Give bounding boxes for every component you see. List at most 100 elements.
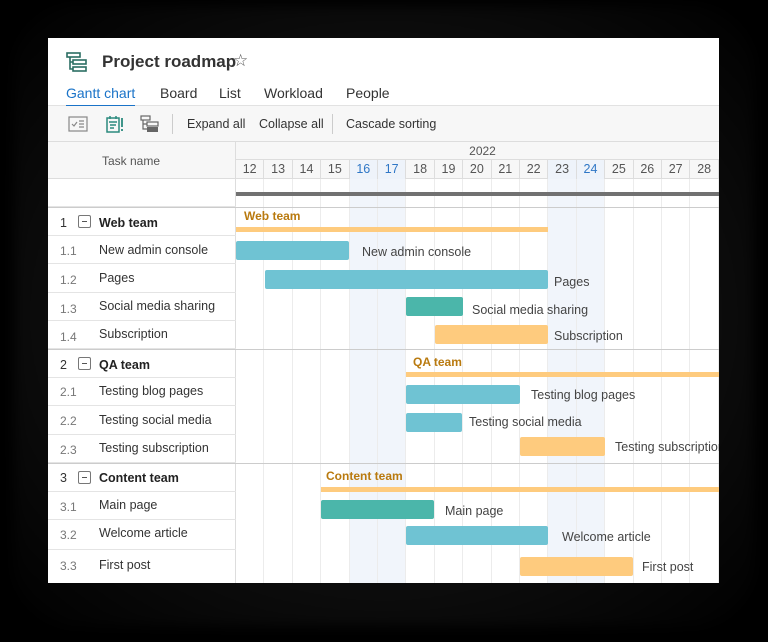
gantt-grid: Task name 2022 12 13 14 15 16 17 18 19 2… bbox=[48, 142, 719, 583]
tab-people[interactable]: People bbox=[346, 85, 390, 101]
task-bar-testing-blog-pages[interactable] bbox=[406, 385, 520, 404]
group-row-content-team[interactable]: 3 Content team bbox=[48, 463, 236, 492]
task-bar-label: Pages bbox=[554, 275, 590, 289]
task-bar-label: First post bbox=[642, 560, 694, 574]
task-bar-testing-subscription[interactable] bbox=[520, 437, 605, 456]
day-19: 19 bbox=[435, 160, 464, 179]
row-number: 2.2 bbox=[60, 414, 77, 428]
tab-board[interactable]: Board bbox=[160, 85, 198, 101]
day-column bbox=[690, 179, 719, 583]
day-column bbox=[634, 179, 662, 583]
task-bar-label: Testing social media bbox=[469, 415, 582, 429]
row-number: 1.4 bbox=[60, 330, 77, 344]
group-bar-label: Content team bbox=[326, 469, 403, 483]
day-column bbox=[321, 179, 350, 583]
row-number: 2.1 bbox=[60, 385, 77, 399]
group-row-qa-team[interactable]: 2 QA team bbox=[48, 349, 236, 378]
task-row[interactable]: 3.3 First post bbox=[48, 550, 236, 583]
group-name: QA team bbox=[99, 358, 150, 372]
task-bar-subscription[interactable] bbox=[435, 325, 548, 344]
tab-list[interactable]: List bbox=[219, 85, 241, 101]
title-bar: Project roadmap ☆ bbox=[48, 38, 719, 84]
task-row[interactable]: 1.3 Social media sharing bbox=[48, 293, 236, 321]
group-name: Content team bbox=[99, 471, 179, 485]
task-bar-main-page[interactable] bbox=[321, 500, 434, 519]
row-number: 1.1 bbox=[60, 244, 77, 258]
row-number: 1.2 bbox=[60, 273, 77, 287]
task-bar-label: New admin console bbox=[362, 245, 472, 259]
task-name: New admin console bbox=[99, 243, 209, 257]
task-bar-welcome-article[interactable] bbox=[406, 526, 548, 545]
task-bar-new-admin-console[interactable] bbox=[236, 241, 349, 260]
tab-gantt-chart[interactable]: Gantt chart bbox=[66, 85, 136, 107]
weekend-column bbox=[378, 179, 407, 583]
task-bar-label: Testing subscription bbox=[615, 440, 719, 454]
collapse-icon[interactable] bbox=[78, 357, 91, 370]
task-bar-social-media-sharing[interactable] bbox=[406, 297, 463, 316]
task-row[interactable]: 1.1 New admin console bbox=[48, 236, 236, 264]
day-21: 21 bbox=[492, 160, 520, 179]
task-row[interactable]: 2.2 Testing social media bbox=[48, 406, 236, 435]
checklist-icon[interactable] bbox=[68, 115, 88, 133]
day-22: 22 bbox=[520, 160, 549, 179]
day-column bbox=[264, 179, 293, 583]
hierarchy-icon[interactable] bbox=[140, 115, 160, 133]
task-bar-label: Main page bbox=[445, 504, 504, 518]
task-name-header: Task name bbox=[48, 142, 236, 179]
expand-all-button[interactable]: Expand all bbox=[187, 117, 246, 131]
task-bar-label: Welcome article bbox=[562, 530, 651, 544]
day-26: 26 bbox=[634, 160, 662, 179]
group-bar-content-team[interactable] bbox=[321, 487, 719, 492]
project-summary-bar[interactable] bbox=[236, 192, 719, 196]
task-bar-pages[interactable] bbox=[265, 270, 548, 289]
task-bar-label: Social media sharing bbox=[472, 303, 589, 317]
day-23: 23 bbox=[548, 160, 577, 179]
weekend-column bbox=[576, 179, 606, 583]
task-row[interactable]: 3.1 Main page bbox=[48, 492, 236, 520]
star-outline-icon[interactable]: ☆ bbox=[233, 51, 249, 70]
weekend-column bbox=[349, 179, 378, 583]
row-divider bbox=[236, 207, 719, 208]
day-column bbox=[406, 179, 435, 583]
row-divider bbox=[236, 463, 719, 464]
day-column bbox=[463, 179, 492, 583]
page-title: Project roadmap bbox=[102, 52, 237, 71]
toolbar: Expand all Collapse all Cascade sorting bbox=[48, 106, 719, 142]
row-number: 3.3 bbox=[60, 559, 77, 573]
toolbar-divider bbox=[332, 114, 333, 134]
task-bar-first-post[interactable] bbox=[520, 557, 633, 576]
project-summary-row bbox=[48, 179, 236, 207]
task-name: Testing blog pages bbox=[99, 384, 204, 398]
collapse-icon[interactable] bbox=[78, 215, 91, 228]
task-name: Welcome article bbox=[99, 526, 188, 540]
day-18: 18 bbox=[406, 160, 435, 179]
calendar-alert-icon[interactable] bbox=[105, 115, 125, 133]
group-bar-label: QA team bbox=[413, 355, 462, 369]
task-row[interactable]: 1.4 Subscription bbox=[48, 321, 236, 349]
task-row[interactable]: 2.3 Testing subscription bbox=[48, 435, 236, 463]
day-column bbox=[492, 179, 520, 583]
row-number: 2 bbox=[60, 358, 67, 372]
project-window: Project roadmap ☆ Gantt chart Board List… bbox=[48, 38, 719, 583]
weekend-column bbox=[548, 179, 577, 583]
task-name: Main page bbox=[99, 498, 158, 512]
day-column bbox=[520, 179, 549, 583]
row-number: 2.3 bbox=[60, 443, 77, 457]
group-bar-web-team[interactable] bbox=[236, 227, 548, 232]
group-row-web-team[interactable]: 1 Web team bbox=[48, 207, 236, 236]
day-12: 12 bbox=[236, 160, 265, 179]
collapse-all-button[interactable]: Collapse all bbox=[259, 117, 324, 131]
day-column bbox=[293, 179, 322, 583]
day-16: 16 bbox=[349, 160, 378, 179]
day-14: 14 bbox=[293, 160, 322, 179]
tab-workload[interactable]: Workload bbox=[264, 85, 323, 101]
task-row[interactable]: 1.2 Pages bbox=[48, 264, 236, 293]
task-row[interactable]: 2.1 Testing blog pages bbox=[48, 378, 236, 406]
task-bar-testing-social-media[interactable] bbox=[406, 413, 462, 432]
collapse-icon[interactable] bbox=[78, 471, 91, 484]
cascade-sorting-button[interactable]: Cascade sorting bbox=[346, 117, 437, 131]
row-number: 3 bbox=[60, 471, 67, 485]
group-bar-qa-team[interactable] bbox=[406, 372, 719, 377]
day-column bbox=[435, 179, 464, 583]
task-row[interactable]: 3.2 Welcome article bbox=[48, 520, 236, 550]
